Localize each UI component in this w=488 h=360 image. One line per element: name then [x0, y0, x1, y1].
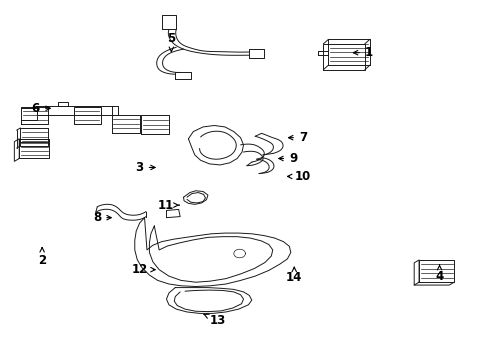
Text: 5: 5 [167, 32, 175, 51]
Text: 11: 11 [157, 199, 179, 212]
Text: 6: 6 [32, 102, 50, 115]
Text: 12: 12 [131, 263, 155, 276]
Text: 4: 4 [434, 265, 443, 283]
Text: 1: 1 [353, 46, 372, 59]
Text: 3: 3 [135, 161, 155, 174]
Text: 7: 7 [288, 131, 306, 144]
Text: 10: 10 [287, 170, 310, 183]
Text: 9: 9 [278, 152, 297, 165]
Text: 2: 2 [38, 248, 46, 267]
Text: 13: 13 [203, 314, 225, 327]
Text: 14: 14 [285, 267, 302, 284]
Text: 8: 8 [93, 211, 111, 224]
